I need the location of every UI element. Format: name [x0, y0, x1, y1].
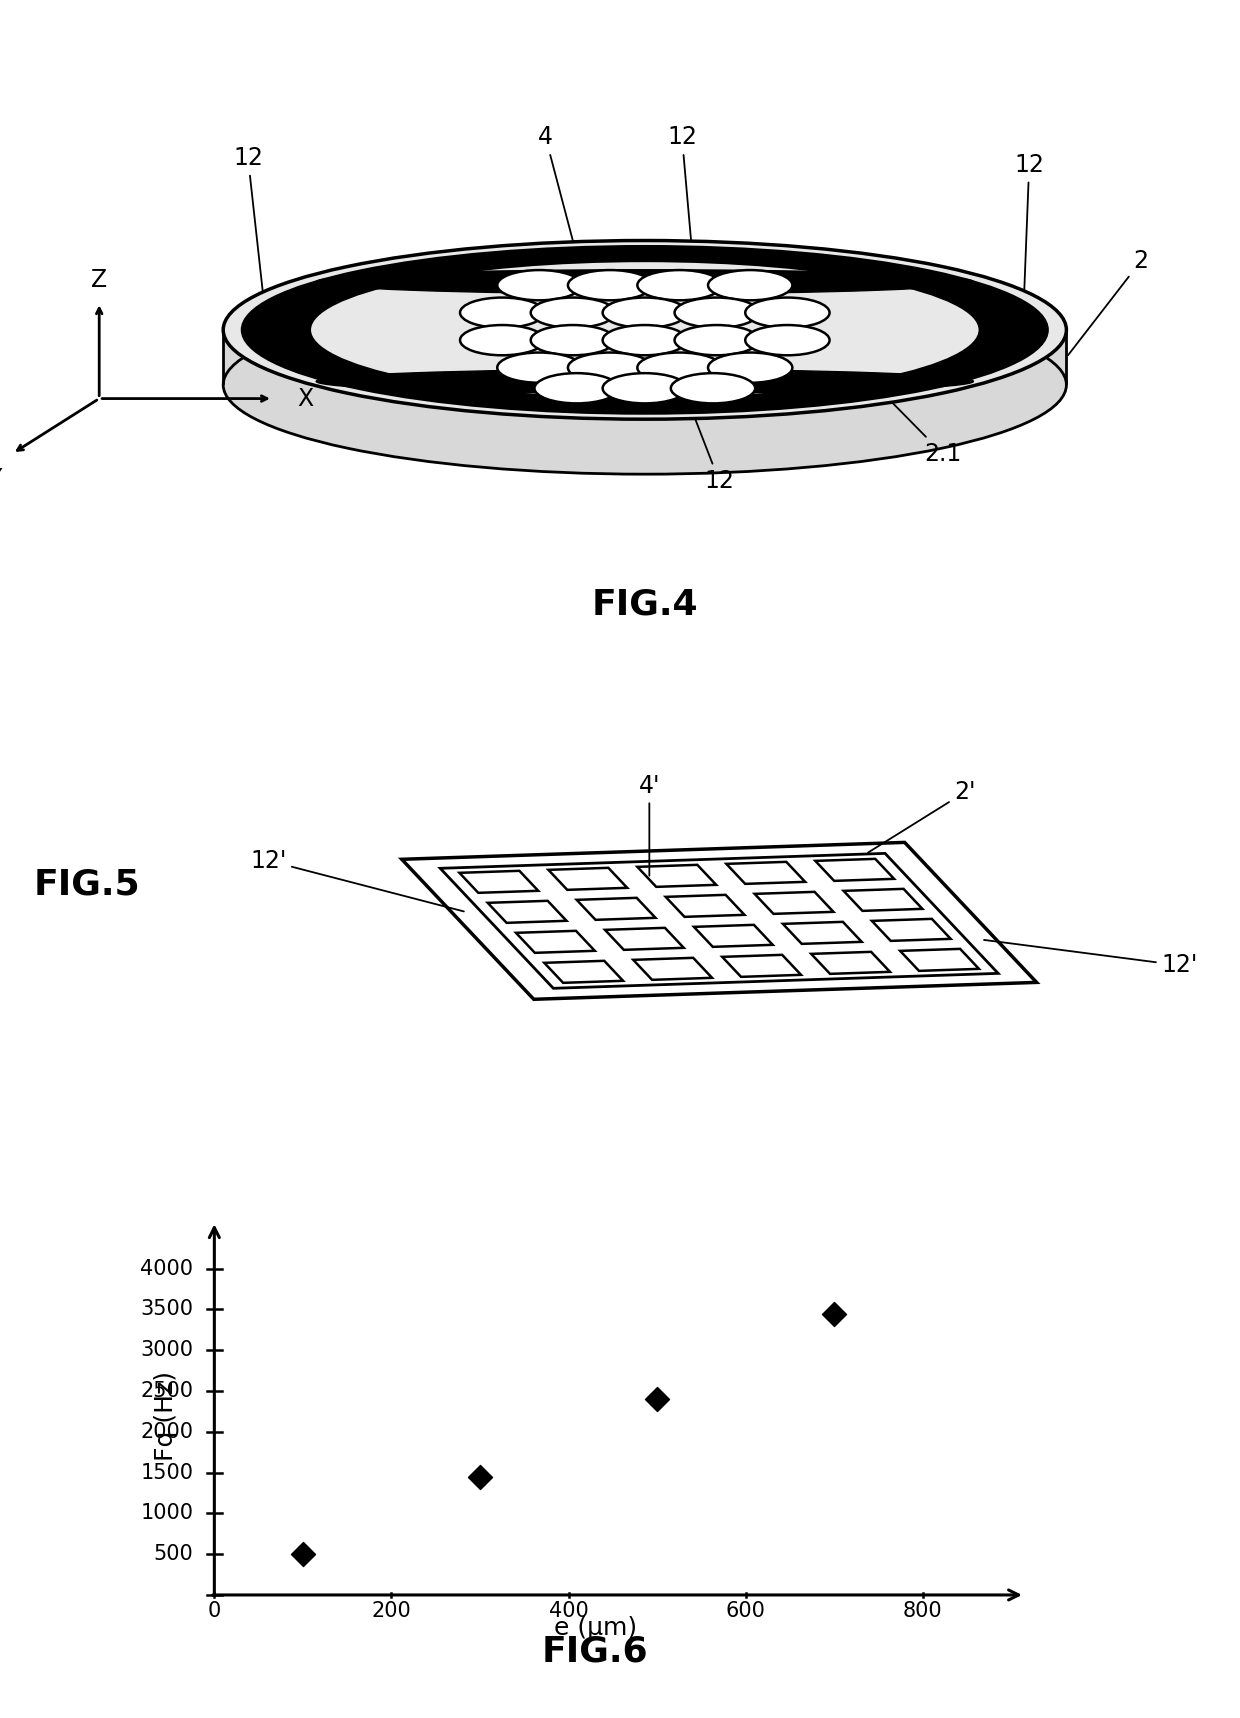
Text: 12: 12: [683, 388, 734, 493]
Text: 2: 2: [1068, 249, 1148, 356]
Ellipse shape: [223, 295, 1066, 474]
Polygon shape: [637, 864, 717, 886]
Ellipse shape: [460, 325, 544, 356]
Text: 3500: 3500: [140, 1299, 193, 1319]
Text: Fq (Hz): Fq (Hz): [154, 1371, 177, 1460]
Text: 3000: 3000: [140, 1340, 193, 1361]
Polygon shape: [816, 859, 894, 881]
Ellipse shape: [460, 297, 544, 328]
Text: 500: 500: [154, 1544, 193, 1563]
Polygon shape: [900, 948, 978, 971]
Polygon shape: [548, 868, 627, 890]
Point: [293, 1541, 312, 1569]
Polygon shape: [727, 862, 805, 883]
Polygon shape: [516, 931, 595, 953]
Text: 4000: 4000: [140, 1259, 193, 1278]
Text: 2.1: 2.1: [870, 380, 961, 466]
Polygon shape: [544, 960, 622, 983]
Ellipse shape: [497, 352, 582, 383]
Point: [647, 1385, 667, 1412]
Text: FIG.6: FIG.6: [542, 1634, 649, 1668]
Polygon shape: [577, 899, 656, 919]
Ellipse shape: [637, 352, 722, 383]
Ellipse shape: [568, 270, 652, 301]
Ellipse shape: [316, 369, 973, 393]
Ellipse shape: [745, 297, 830, 328]
Ellipse shape: [310, 261, 980, 399]
Ellipse shape: [671, 373, 755, 404]
Text: 0: 0: [208, 1601, 221, 1620]
Polygon shape: [223, 330, 1066, 385]
Text: 600: 600: [725, 1601, 766, 1620]
Text: e (μm): e (μm): [553, 1617, 637, 1641]
Text: 800: 800: [903, 1601, 942, 1620]
Text: 4': 4': [639, 773, 660, 876]
Text: X: X: [298, 387, 314, 411]
Polygon shape: [460, 871, 538, 893]
Ellipse shape: [603, 373, 687, 404]
Text: FIG.4: FIG.4: [591, 588, 698, 622]
Text: 2': 2': [868, 780, 976, 852]
Polygon shape: [666, 895, 744, 917]
Polygon shape: [605, 928, 683, 950]
Ellipse shape: [497, 270, 582, 301]
Polygon shape: [755, 892, 833, 914]
Polygon shape: [634, 959, 712, 979]
Polygon shape: [722, 955, 801, 978]
Ellipse shape: [531, 325, 615, 356]
Text: 200: 200: [372, 1601, 412, 1620]
Ellipse shape: [534, 373, 619, 404]
Ellipse shape: [675, 325, 759, 356]
Ellipse shape: [745, 325, 830, 356]
Text: 2000: 2000: [140, 1423, 193, 1441]
Text: 12': 12': [250, 849, 464, 912]
Ellipse shape: [603, 325, 687, 356]
Ellipse shape: [603, 297, 687, 328]
Polygon shape: [440, 854, 998, 988]
Text: 12': 12': [985, 940, 1198, 978]
Polygon shape: [694, 924, 773, 947]
Text: 400: 400: [549, 1601, 589, 1620]
Polygon shape: [872, 919, 951, 941]
Polygon shape: [782, 923, 862, 943]
Text: 1500: 1500: [140, 1462, 193, 1483]
Text: 12: 12: [667, 125, 697, 275]
Ellipse shape: [242, 246, 1048, 414]
Ellipse shape: [637, 270, 722, 301]
Text: 12: 12: [1014, 153, 1044, 320]
Text: 1000: 1000: [140, 1503, 193, 1524]
Ellipse shape: [568, 352, 652, 383]
Text: Z: Z: [91, 268, 108, 292]
Polygon shape: [402, 842, 1037, 1000]
Text: FIG.5: FIG.5: [33, 868, 140, 902]
Ellipse shape: [675, 297, 759, 328]
Ellipse shape: [223, 241, 1066, 419]
Text: 4: 4: [538, 125, 582, 275]
Polygon shape: [843, 888, 923, 911]
Ellipse shape: [531, 297, 615, 328]
Ellipse shape: [708, 270, 792, 301]
Point: [825, 1301, 844, 1328]
Point: [470, 1464, 490, 1491]
Polygon shape: [811, 952, 890, 974]
Text: 2500: 2500: [140, 1381, 193, 1402]
Text: 12: 12: [233, 146, 267, 323]
Polygon shape: [487, 900, 567, 923]
Ellipse shape: [316, 270, 973, 294]
Ellipse shape: [708, 352, 792, 383]
